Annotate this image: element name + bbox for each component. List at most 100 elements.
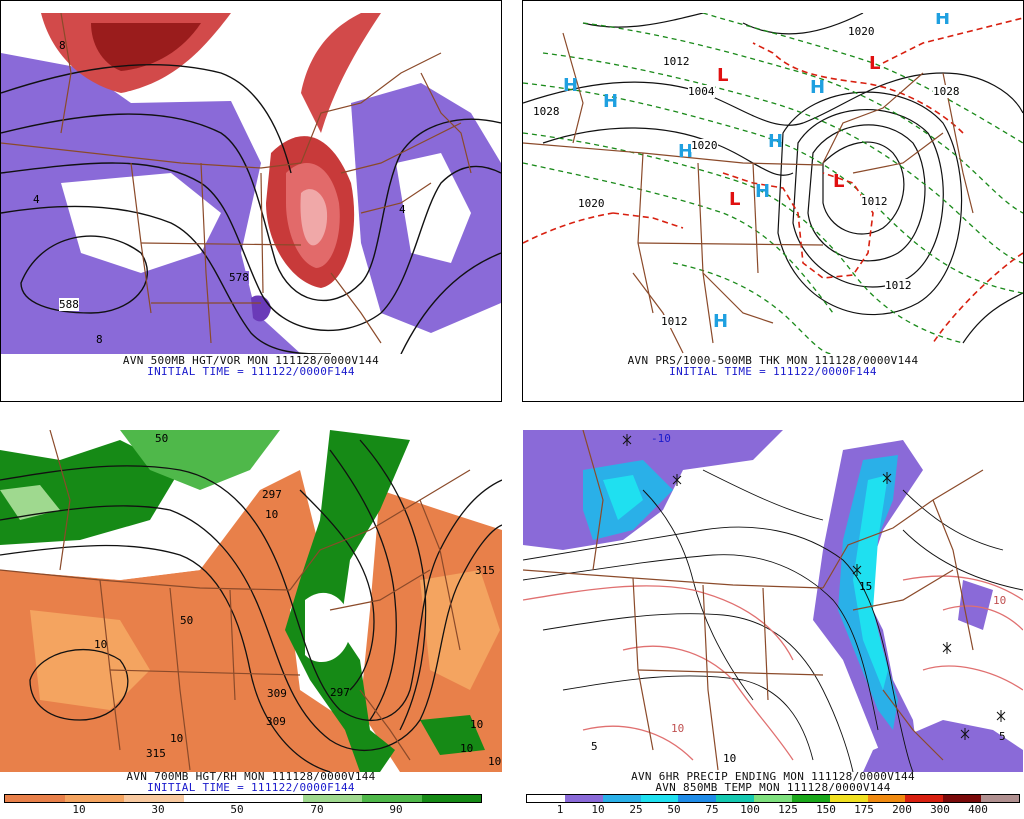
panel-700mb-hgt-rh: 50 297 10 50 315 10 309 309 297 315 10 1…: [0, 430, 502, 819]
scale-swatch: [754, 795, 792, 802]
scale-label: 200: [892, 803, 912, 816]
panel-precip-850mb-temp: 10 10 10 5 -10 15 5 AVN 6HR PRECIP ENDIN…: [522, 430, 1024, 819]
scale-swatch: [716, 795, 755, 802]
contour-label: 10: [170, 732, 184, 745]
contour-label: 15: [859, 580, 873, 593]
isobar-label: 1020: [848, 25, 875, 38]
contour-label: 10: [671, 722, 685, 735]
scale-swatch: [302, 795, 362, 802]
panel-caption-line1: AVN 6HR PRECIP ENDING MON 111128/0000V14…: [631, 770, 915, 783]
contour-label: 10: [723, 752, 737, 765]
isobar-label: 1028: [933, 85, 960, 98]
scale-swatch: [791, 795, 830, 802]
scale-label: 70: [310, 803, 324, 816]
panel-caption-line2: AVN 850MB TEMP MON 111128/0000V144: [655, 781, 891, 794]
contour-label: 10: [488, 755, 502, 768]
low-pressure-marker: L: [729, 189, 741, 210]
panel-prs-thk: H H H H H H H H L L L L 1028 1012 1004 1…: [522, 0, 1024, 402]
high-pressure-marker: H: [603, 91, 619, 112]
panel-caption-line2: INITIAL TIME = 111122/0000F144: [669, 365, 877, 378]
scale-swatch: [527, 795, 565, 802]
contour-label: 297: [262, 488, 282, 501]
contour-label: 4: [399, 203, 406, 216]
isobar-label: 1012: [661, 315, 688, 328]
isobar-label: 1012: [885, 279, 912, 292]
contour-label: 10: [993, 594, 1007, 607]
contour-label: 10: [265, 508, 279, 521]
panel-caption-line2: INITIAL TIME = 111122/0000F144: [147, 781, 355, 794]
scale-swatch: [640, 795, 679, 802]
contour-label: 50: [180, 614, 194, 627]
isobar-label: 1020: [578, 197, 605, 210]
rh-scale-bar: [4, 794, 482, 803]
scale-label: 10: [591, 803, 605, 816]
contour-label: 8: [96, 333, 103, 346]
scale-label: 90: [389, 803, 403, 816]
contour-label: 588: [59, 298, 79, 311]
high-pressure-marker: H: [713, 311, 729, 332]
scale-label: 75: [705, 803, 719, 816]
high-pressure-marker: H: [935, 13, 951, 29]
scale-swatch: [867, 795, 906, 802]
scale-label: 30: [151, 803, 165, 816]
scale-swatch: [981, 795, 1019, 802]
panel-caption-line2: INITIAL TIME = 111122/0000F144: [147, 365, 355, 378]
scale-swatch: [421, 795, 481, 802]
scale-swatch: [829, 795, 868, 802]
scale-swatch: [564, 795, 603, 802]
contour-label: 5: [999, 730, 1006, 743]
panel-frame: [0, 0, 502, 402]
contour-label: 10: [94, 638, 108, 651]
low-pressure-marker: L: [869, 53, 881, 74]
scale-label: 50: [667, 803, 681, 816]
high-pressure-marker: H: [678, 141, 694, 162]
weather-map-precip: 10 10 10 5 -10 15 5: [523, 430, 1023, 772]
scale-label: 400: [968, 803, 988, 816]
contour-label: 309: [267, 687, 287, 700]
precip-scale-bar: [526, 794, 1020, 803]
high-pressure-marker: H: [563, 75, 579, 96]
panel-caption-line1: AVN PRS/1000-500MB THK MON 111128/0000V1…: [627, 354, 919, 367]
isobar-label: 1028: [533, 105, 560, 118]
scale-swatch: [905, 795, 944, 802]
scale-swatch: [183, 795, 243, 802]
weather-map-700mb: 50 297 10 50 315 10 309 309 297 315 10 1…: [0, 430, 502, 772]
low-pressure-marker: L: [833, 171, 845, 192]
contour-label: 297: [330, 686, 350, 699]
scale-swatch: [243, 795, 303, 802]
scale-label: 175: [854, 803, 874, 816]
weather-map-500mb: 588 578 8 4 4 8: [1, 13, 501, 354]
panel-caption-line1: AVN 500MB HGT/VOR MON 111128/0000V144: [122, 354, 380, 367]
high-pressure-marker: H: [755, 181, 771, 202]
scale-swatch: [64, 795, 124, 802]
contour-label: 8: [59, 39, 66, 52]
isobar-label: 1012: [861, 195, 888, 208]
precip-scale-labels: 1 10 25 50 75 100 125 150 175 200 300 40…: [526, 803, 1020, 816]
scale-label: 100: [740, 803, 760, 816]
contour-label: 578: [229, 271, 249, 284]
low-pressure-marker: L: [717, 65, 729, 86]
scale-label: 50: [230, 803, 244, 816]
scale-swatch: [602, 795, 641, 802]
scale-label: 25: [629, 803, 643, 816]
scale-swatch: [678, 795, 717, 802]
contour-label: -10: [651, 432, 671, 445]
rh-color-scale: 10 30 50 70 90: [4, 794, 482, 816]
high-pressure-marker: H: [768, 131, 784, 152]
contour-label: 5: [591, 740, 598, 753]
scale-swatch: [5, 795, 65, 802]
contour-label: 50: [155, 432, 169, 445]
weather-map-pressure: H H H H H H H H L L L L 1028 1012 1004 1…: [523, 13, 1023, 354]
contour-label: 309: [266, 715, 286, 728]
rh-scale-labels: 10 30 50 70 90: [4, 803, 482, 816]
contour-label: 10: [460, 742, 474, 755]
precip-color-scale: 1 10 25 50 75 100 125 150 175 200 300 40…: [526, 794, 1020, 816]
isobar-label: 1012: [663, 55, 690, 68]
scale-label: 300: [930, 803, 950, 816]
scale-label: 1: [556, 803, 564, 816]
contour-label: 315: [146, 747, 166, 760]
scale-label: 10: [72, 803, 86, 816]
isobar-label: 1004: [688, 85, 715, 98]
scale-swatch: [362, 795, 422, 802]
scale-label: 125: [778, 803, 798, 816]
